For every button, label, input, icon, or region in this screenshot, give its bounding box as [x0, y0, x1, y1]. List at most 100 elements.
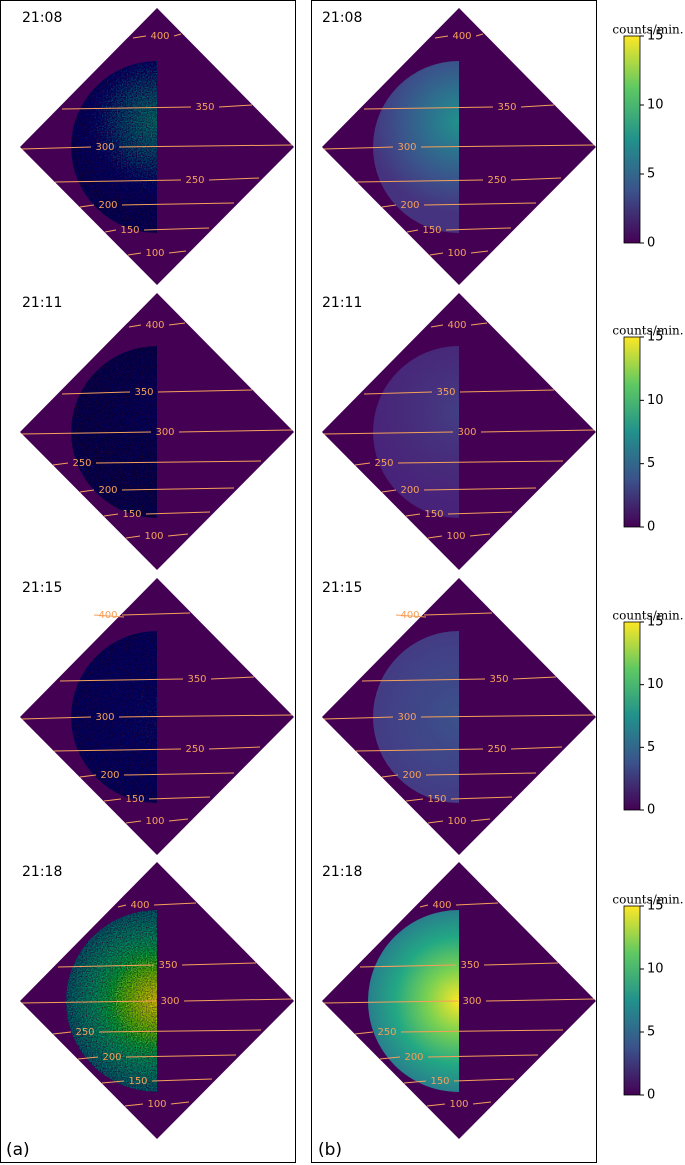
- colorbar: [623, 336, 641, 528]
- time-label: 21:18: [322, 864, 362, 880]
- contour-label: 250: [75, 1027, 94, 1038]
- contour-label: 200: [404, 1052, 423, 1063]
- contour-line: [208, 177, 260, 181]
- contour-line: [53, 748, 182, 752]
- contour-label: 100: [449, 1099, 468, 1110]
- contour-line: [406, 229, 419, 233]
- contour-label: 200: [98, 200, 117, 211]
- colorbar: [623, 621, 641, 811]
- contour-line: [405, 798, 424, 802]
- contour-line: [123, 772, 235, 776]
- colorbar-tick-label: 15: [647, 615, 664, 630]
- panel: 400 350 300 250 200 150 100 21:08: [322, 8, 596, 285]
- colorbar-tick-label: 5: [647, 1025, 655, 1040]
- frame-b: [311, 0, 597, 1163]
- contour-line: [93, 614, 125, 618]
- panel: 400 350 300 250 200 150 100 21:18: [20, 862, 294, 1139]
- contour-line: [128, 324, 142, 328]
- colorbar-tick-label: 15: [647, 899, 664, 914]
- colorbar-label: counts/min.: [612, 893, 683, 907]
- contour-line: [425, 772, 537, 776]
- contour-line: [323, 431, 454, 435]
- contour-line: [181, 962, 257, 966]
- contour-line: [121, 202, 235, 206]
- contour-label: 350: [489, 674, 508, 685]
- contour-label: 400: [447, 320, 466, 331]
- colorbar: [623, 905, 641, 1096]
- contour-label: 150: [120, 225, 139, 236]
- panel: 400 350 300 250 200 150 100 21:08: [20, 8, 294, 285]
- contour-line: [143, 227, 210, 231]
- contour-label: 200: [400, 485, 419, 496]
- contour-line: [61, 106, 192, 110]
- contour-line: [170, 1101, 190, 1105]
- contour-label: 300: [457, 427, 476, 438]
- contour-line: [101, 1080, 125, 1084]
- contour-line: [423, 487, 537, 491]
- contour-line: [168, 818, 189, 822]
- observed-halfdisk: [71, 631, 157, 803]
- contour-label: 400: [432, 900, 451, 911]
- contour-label: 350: [187, 674, 206, 685]
- model-halfdisk: [368, 910, 459, 1092]
- contour-line: [52, 462, 69, 466]
- contour-label: 400: [98, 610, 117, 621]
- contour-label: 250: [377, 1027, 396, 1038]
- colorbar-tick-label: 0: [647, 803, 655, 818]
- contour-label: 300: [160, 996, 179, 1007]
- contour-label: 100: [144, 531, 163, 542]
- contour-label: 100: [145, 816, 164, 827]
- contour-line: [427, 535, 443, 539]
- colorbar: [623, 35, 641, 244]
- contour-line: [153, 902, 197, 906]
- contour-line: [173, 33, 182, 37]
- contour-line: [363, 391, 433, 395]
- contour-label: 300: [397, 142, 416, 153]
- panel-label: (a): [6, 1140, 30, 1160]
- colorbar-tick-label: 5: [647, 456, 655, 471]
- contour-line: [419, 904, 429, 908]
- contour-label: 350: [497, 102, 516, 113]
- contour-line: [420, 144, 595, 148]
- contour-line: [208, 746, 261, 750]
- time-label: 21:15: [22, 580, 62, 596]
- contour-label: 300: [397, 712, 416, 723]
- contour-line: [475, 33, 484, 37]
- contour-label: 200: [402, 770, 421, 781]
- contour-label: 400: [130, 900, 149, 911]
- contour-label: 100: [447, 248, 466, 259]
- colorbar-tick-label: 5: [647, 740, 655, 755]
- contour-line: [510, 177, 562, 181]
- contour-line: [210, 676, 255, 680]
- contour-line: [429, 252, 444, 256]
- time-label: 21:08: [22, 10, 62, 26]
- contour-line: [121, 612, 191, 616]
- contour-line: [430, 324, 444, 328]
- time-label: 21:15: [322, 580, 362, 596]
- contour-line: [79, 204, 95, 208]
- contour-line: [420, 714, 595, 718]
- panel-label: (b): [318, 1140, 342, 1160]
- contour-label: 250: [487, 744, 506, 755]
- contour-line: [447, 511, 513, 515]
- contour-label: 200: [98, 485, 117, 496]
- contour-line: [355, 748, 484, 752]
- contour-line: [381, 204, 397, 208]
- contour-line: [395, 614, 427, 618]
- colorbar-tick-label: 15: [647, 330, 664, 345]
- contour-line: [98, 1029, 262, 1033]
- colorbar-tick-label: 5: [647, 167, 655, 182]
- contour-label: 150: [422, 225, 441, 236]
- contour-line: [356, 179, 484, 183]
- contour-line: [125, 535, 141, 539]
- contour-line: [148, 796, 211, 800]
- contour-line: [453, 1078, 515, 1082]
- contour-line: [450, 796, 513, 800]
- contour-line: [427, 820, 444, 824]
- contour-line: [485, 998, 595, 1002]
- contour-line: [57, 964, 155, 968]
- contour-line: [168, 322, 186, 326]
- contour-line: [125, 1054, 237, 1058]
